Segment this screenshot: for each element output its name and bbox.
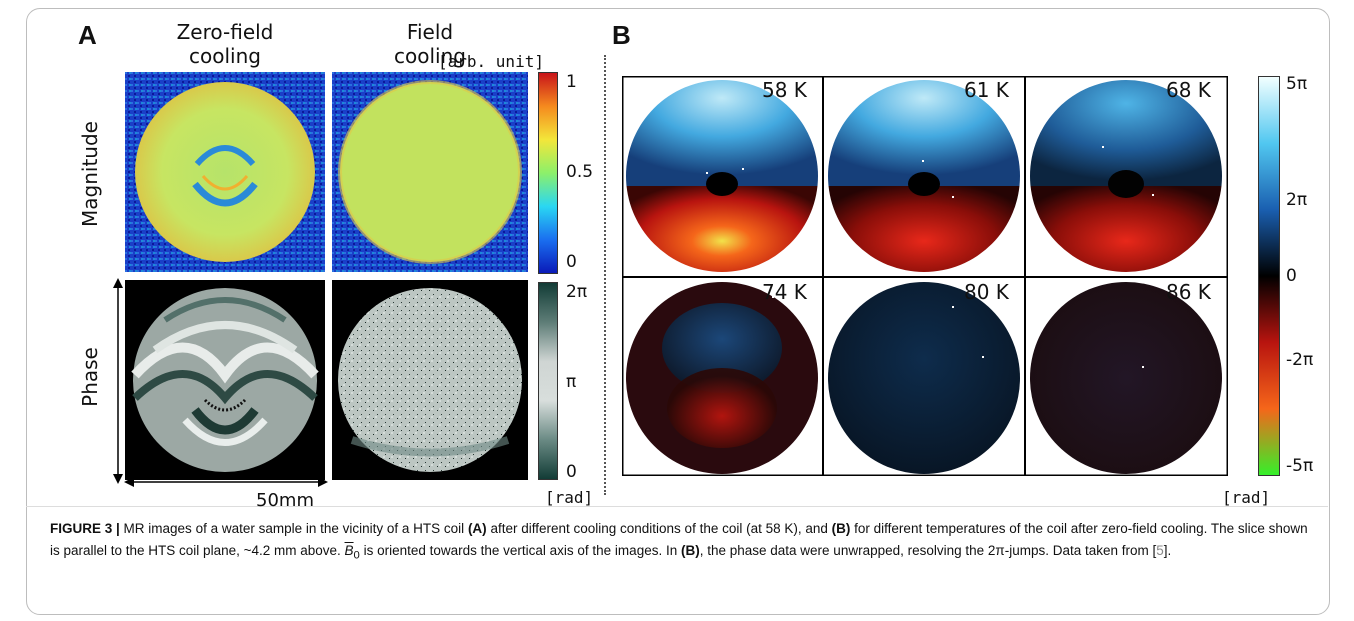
caption-text-1: MR images of a water sample in the vicin… bbox=[119, 521, 468, 536]
caption-text-5: , the phase data were unwrapped, resolvi… bbox=[699, 543, 1157, 558]
temperature-phase-grid bbox=[622, 76, 1228, 476]
row-label-magnitude: Magnitude bbox=[78, 121, 102, 227]
panel-divider bbox=[604, 55, 606, 495]
caption-text-3: for different temperatures of the coil a… bbox=[50, 521, 1308, 558]
unwrapped-phase-colorbar bbox=[1258, 76, 1280, 476]
panel-b-letter: B bbox=[612, 20, 631, 50]
phase-image-field-cooling bbox=[332, 280, 528, 480]
column-header-field-cooling-text: Field cooling bbox=[394, 20, 466, 68]
temp-label-80k: 80 K bbox=[964, 280, 1009, 304]
scale-label-50mm: 50mm bbox=[256, 490, 314, 511]
phase-colorbar bbox=[538, 282, 558, 480]
magnitude-tick-0-5: 0.5 bbox=[566, 162, 594, 182]
caption-text-2: after different cooling conditions of th… bbox=[486, 521, 832, 536]
magnitude-tick-1: 1 bbox=[566, 72, 577, 92]
caption-b0-letter: B bbox=[344, 543, 354, 558]
phase-colorbar-unit: [rad] bbox=[545, 488, 594, 507]
temp-label-61k: 61 K bbox=[964, 78, 1009, 102]
column-header-zero-field-text: Zero-field cooling bbox=[176, 20, 274, 68]
vertical-scale-arrow bbox=[113, 278, 123, 484]
magnitude-image-zero-field bbox=[125, 72, 325, 272]
caption-text-6: ]. bbox=[1163, 543, 1172, 558]
b-tick-2pi: 2π bbox=[1286, 190, 1308, 210]
magnitude-colorbar-unit: [arb. unit] bbox=[438, 52, 544, 71]
temp-label-86k: 86 K bbox=[1166, 280, 1211, 304]
column-header-field-cooling: Field cooling bbox=[332, 20, 528, 68]
caption-b-mark: (B) bbox=[831, 521, 851, 536]
column-header-zero-field: Zero-field cooling bbox=[125, 20, 325, 68]
caption-lead: FIGURE 3 | bbox=[50, 521, 120, 536]
temp-label-68k: 68 K bbox=[1166, 78, 1211, 102]
caption-text-4: is oriented towards the vertical axis of… bbox=[359, 543, 681, 558]
phase-image-zero-field bbox=[125, 280, 325, 480]
row-label-phase: Phase bbox=[78, 347, 102, 407]
phase-tick-pi: π bbox=[566, 372, 577, 392]
b-tick-5pi: 5π bbox=[1286, 74, 1308, 94]
b-colorbar-unit: [rad] bbox=[1222, 488, 1271, 507]
magnitude-tick-0: 0 bbox=[566, 252, 577, 272]
caption-divider bbox=[26, 506, 1328, 507]
phase-tick-2pi: 2π bbox=[566, 282, 588, 302]
phase-tick-0: 0 bbox=[566, 462, 577, 482]
caption-b0: B bbox=[345, 543, 354, 558]
panel-a-letter: A bbox=[78, 20, 97, 50]
b-tick-neg5pi: -5π bbox=[1286, 456, 1314, 476]
caption-ref[interactable]: 5 bbox=[1156, 543, 1164, 558]
b-tick-neg2pi: -2π bbox=[1286, 350, 1314, 370]
caption-b0-sub: 0 bbox=[353, 549, 360, 562]
b-tick-0: 0 bbox=[1286, 266, 1297, 286]
caption-a-mark: (A) bbox=[467, 521, 487, 536]
horizontal-scale-arrow bbox=[124, 477, 328, 487]
temp-label-74k: 74 K bbox=[762, 280, 807, 304]
caption-b-mark-2: (B) bbox=[680, 543, 700, 558]
magnitude-colorbar bbox=[538, 72, 558, 274]
figure-caption: FIGURE 3 | MR images of a water sample i… bbox=[50, 518, 1320, 567]
temp-label-58k: 58 K bbox=[762, 78, 807, 102]
magnitude-image-field-cooling bbox=[332, 72, 528, 272]
